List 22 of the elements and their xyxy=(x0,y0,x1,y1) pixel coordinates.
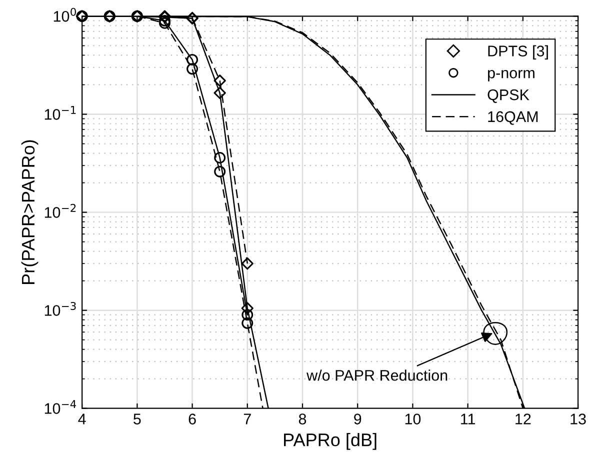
x-tick-label: 10 xyxy=(405,414,421,424)
x-tick-label: 5 xyxy=(134,414,141,424)
annotation: w/o PAPR Reduction xyxy=(306,370,448,381)
x-tick-label: 4 xyxy=(78,414,86,424)
y-tick-label: 10$^{−2}$ xyxy=(44,204,76,218)
y-tick-label: 10$^{−3}$ xyxy=(44,302,76,316)
x-tick-label: 8 xyxy=(298,414,306,424)
y-tick-label: 10$^{0}$ xyxy=(54,8,76,22)
x-tick-label: 7 xyxy=(244,414,251,424)
x-tick-label: 12 xyxy=(516,414,531,424)
x-tick-label: 13 xyxy=(570,414,586,424)
y-tick-label: 10$^{−1}$ xyxy=(44,106,76,120)
y-tick-label: 10$^{−4}$ xyxy=(44,400,76,414)
legend-label: QPSK xyxy=(488,89,530,103)
y-axis-title: Pr(PAPR>PAPRo) xyxy=(21,140,38,284)
x-tick-label: 6 xyxy=(188,414,196,424)
legend-label: DPTS [3] xyxy=(488,45,548,60)
legend-label: p-norm xyxy=(488,70,534,82)
x-tick-label: 11 xyxy=(461,414,476,424)
x-tick-label: 9 xyxy=(354,414,362,424)
x-axis-title: PAPRo [dB] xyxy=(284,433,376,450)
legend-label: 16QAM xyxy=(488,111,538,125)
